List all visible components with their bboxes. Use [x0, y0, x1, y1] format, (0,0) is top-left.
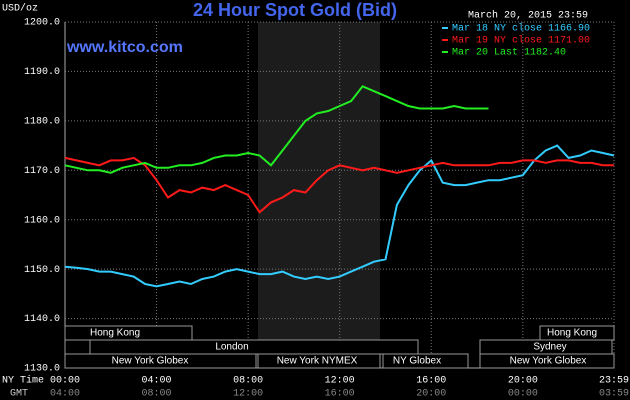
- session-box: [89, 339, 419, 355]
- series-line: [64, 85, 489, 174]
- x-tick-label: 16:00: [416, 376, 446, 387]
- session-label: New York Globex: [112, 356, 189, 367]
- x2-tick-label: 20:00: [416, 389, 446, 400]
- sessions: Hong Kong Hong Kong London Sydney New Yo…: [64, 325, 615, 369]
- x-tick-label: 20:00: [508, 376, 538, 387]
- session-box: [64, 353, 257, 369]
- y-tick-label: 1190.0: [24, 67, 60, 78]
- y-tick-label: 1180.0: [24, 116, 60, 127]
- y-axis-label: USD/oz: [2, 3, 38, 15]
- x2-tick-label: 08:00: [142, 389, 172, 400]
- x-tick-label: 08:00: [233, 376, 263, 387]
- x2-tick-label: 00:00: [508, 389, 538, 400]
- nymex-shade: [258, 22, 380, 368]
- site-url: www.kitco.com: [66, 39, 183, 56]
- x-tick-label: 00:00: [50, 376, 80, 387]
- x-tick-label: 04:00: [142, 376, 172, 387]
- date-label: March 20, 2015 23:59: [468, 10, 588, 22]
- session-box: [479, 353, 615, 369]
- y-tick-label: 1170.0: [24, 166, 60, 177]
- session-label: Sydney: [533, 342, 566, 353]
- session-label: London: [215, 342, 248, 353]
- x2-tick-label: 16:00: [325, 389, 355, 400]
- series-line: [64, 144, 615, 288]
- session-label: NY Globex: [393, 356, 441, 367]
- chart-title: 24 Hour Spot Gold (Bid): [193, 0, 397, 20]
- session-label: New York Globex: [510, 356, 587, 367]
- x-axis-label: NY Time: [2, 375, 44, 387]
- y-tick-label: 1130.0: [24, 364, 60, 375]
- legend-label: Mar 20 Last 1182.40: [452, 48, 566, 59]
- x2-tick-label: 12:00: [233, 389, 263, 400]
- y-tick-label: 1200.0: [24, 18, 60, 29]
- legend-label: Mar 18 NY close 1166.90: [452, 23, 590, 35]
- x2-tick-label: 04:00: [50, 389, 80, 400]
- session-box: [64, 339, 91, 355]
- session-label: Hong Kong: [90, 328, 140, 339]
- y-tick-label: 1150.0: [24, 265, 60, 276]
- legend-label: Mar 19 NY close 1171.00: [452, 35, 590, 47]
- y-tick-label: 1160.0: [24, 215, 60, 226]
- session-box: [382, 353, 469, 369]
- x2-axis-label: GMT: [10, 389, 28, 400]
- x2-tick-label: 03:59: [599, 389, 629, 400]
- session-label: Hong Kong: [547, 328, 597, 339]
- plot: 1130.0 1140.0 1150.0 1160.0 1170.0 1180.0 1190…: [24, 18, 629, 400]
- series-line: [64, 156, 614, 214]
- session-box: [257, 353, 381, 369]
- session-label: New York NYMEX: [277, 356, 358, 367]
- x-tick-label: 23:59: [599, 376, 629, 387]
- x-tick-label: 12:00: [325, 376, 355, 387]
- y-tick-label: 1140.0: [24, 314, 60, 325]
